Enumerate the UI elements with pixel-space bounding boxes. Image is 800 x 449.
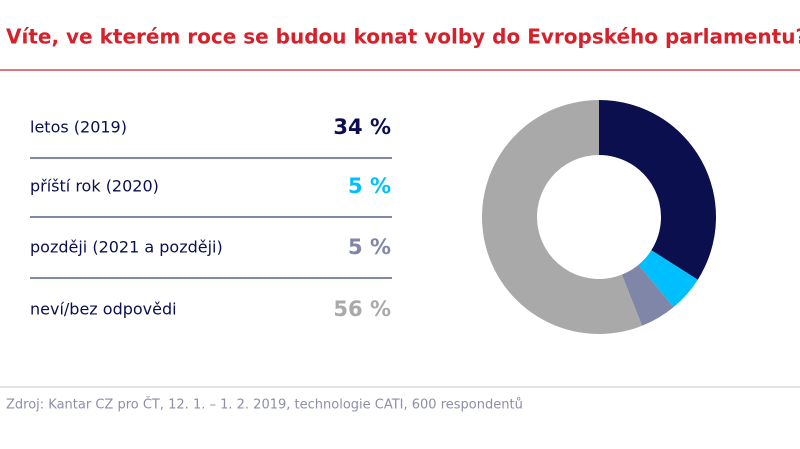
category-label: neví/bez odpovědi [30, 300, 177, 319]
category-label: letos (2019) [30, 118, 127, 137]
source-note: Zdroj: Kantar CZ pro ČT, 12. 1. – 1. 2. … [6, 397, 523, 413]
value-label: 34 % [333, 115, 391, 139]
value-label: 5 % [348, 174, 391, 198]
donut-slice [621, 264, 674, 326]
value-label: 56 % [333, 297, 391, 321]
donut-slice [638, 250, 698, 308]
category-label: příští rok (2020) [30, 177, 159, 196]
donut-slice [599, 100, 716, 280]
category-label: později (2021 a později) [30, 238, 223, 257]
value-label: 5 % [348, 235, 391, 259]
donut-slice [482, 99, 643, 334]
chart-title: Víte, ve kterém roce se budou konat volb… [6, 25, 800, 49]
